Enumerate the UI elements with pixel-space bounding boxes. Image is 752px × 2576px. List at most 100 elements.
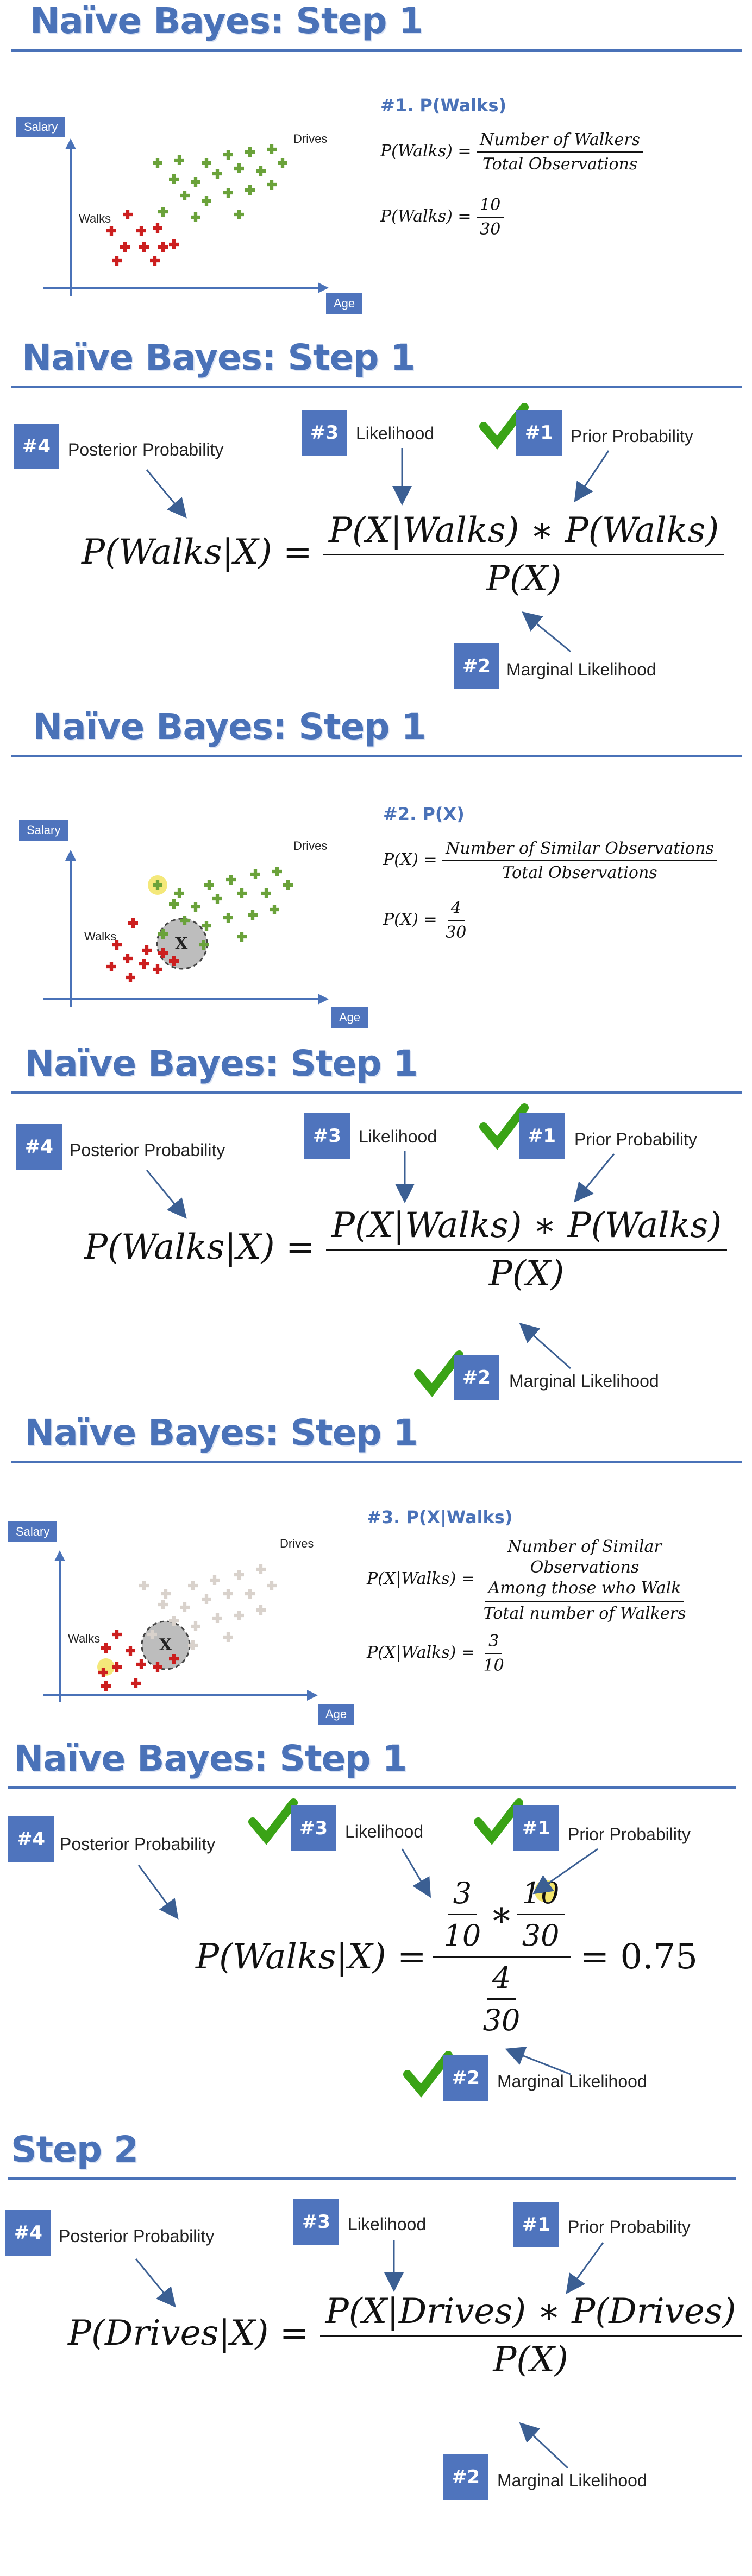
formula-numerator: 4 bbox=[447, 899, 465, 921]
formula-lhs: P(X|Walks) = bbox=[367, 1569, 475, 1588]
drives-point bbox=[248, 910, 258, 920]
salary-axis-label: Salary bbox=[16, 117, 66, 137]
new-point-label: X bbox=[159, 1636, 172, 1655]
formula-numerator: P(X|Drives) ∗ P(Drives) bbox=[319, 2291, 742, 2337]
drives-point bbox=[261, 888, 271, 898]
formula-lhs: P(Walks) = bbox=[380, 142, 472, 161]
drives-point bbox=[256, 166, 266, 176]
formula-lhs: P(Walks) = bbox=[380, 207, 472, 226]
panel-title: Naïve Bayes: Step 1 bbox=[22, 337, 415, 378]
formula-numerator: 10 bbox=[477, 195, 504, 218]
drives-point bbox=[283, 880, 293, 890]
check-icon bbox=[479, 1103, 529, 1150]
formula-lhs: P(X) = bbox=[383, 850, 437, 869]
formula-denominator: 30 bbox=[446, 923, 467, 942]
drives-point bbox=[199, 940, 209, 950]
drives-point bbox=[169, 174, 179, 184]
drives-point bbox=[202, 921, 211, 931]
walks-point bbox=[112, 1630, 122, 1639]
walks-point bbox=[126, 973, 136, 982]
badge-2: #2 bbox=[443, 2055, 488, 2101]
marginal-label: Marginal Likelihood bbox=[497, 2471, 647, 2490]
title-underline bbox=[8, 1786, 736, 1789]
check-icon bbox=[414, 1350, 463, 1397]
badge-2: #2 bbox=[454, 643, 499, 689]
drives-point bbox=[234, 1570, 244, 1580]
title-underline bbox=[11, 1091, 742, 1094]
formula-denominator: Total Observations bbox=[502, 863, 657, 882]
formula-numerator: Number of Similar Observations bbox=[442, 839, 717, 861]
walks-label: Walks bbox=[79, 212, 111, 225]
drives-point bbox=[158, 207, 168, 217]
walks-points bbox=[106, 210, 179, 266]
badge-4: #4 bbox=[5, 2210, 51, 2256]
check-icon bbox=[474, 1798, 523, 1845]
walks-point bbox=[136, 226, 146, 236]
formula-numerator-line-1: Number of Similar bbox=[507, 1537, 662, 1556]
drives-point bbox=[267, 180, 277, 190]
walks-point bbox=[150, 256, 160, 266]
badge-1: #1 bbox=[513, 2202, 559, 2247]
badge-4: #4 bbox=[8, 1816, 54, 1862]
drives-point bbox=[180, 1602, 190, 1612]
likelihood-denominator: 10 bbox=[443, 1918, 481, 1953]
new-point-label: X bbox=[175, 934, 188, 953]
drives-point bbox=[234, 163, 244, 173]
drives-point bbox=[267, 144, 277, 154]
drives-point bbox=[223, 913, 233, 923]
prior-numerator: 10 bbox=[516, 1876, 565, 1915]
prior-denominator: 30 bbox=[522, 1918, 560, 1953]
bayes-formula: P(Walks|X) = P(X|Walks) ∗ P(Walks) P(X) bbox=[82, 510, 725, 599]
marginal-formula: P(X) = Number of Similar Observations Tot… bbox=[383, 839, 717, 882]
badge-3: #3 bbox=[293, 2199, 339, 2245]
bayes-formula: P(Drives|X) = P(X|Drives) ∗ P(Drives) P(X… bbox=[68, 2291, 742, 2380]
walks-point bbox=[142, 945, 152, 955]
step-subheading: #1. P(Walks) bbox=[380, 95, 507, 116]
marginal-denominator: 30 bbox=[482, 2003, 521, 2037]
formula-lhs: P(Walks|X) = bbox=[84, 1227, 315, 1267]
walks-point bbox=[98, 1668, 109, 1677]
posterior-label: Posterior Probability bbox=[70, 1140, 225, 1160]
drives-point bbox=[169, 899, 179, 909]
drives-point bbox=[234, 210, 244, 219]
panel-posterior-calculation: Naïve Bayes: Step 1 #4 Posterior Probabi… bbox=[0, 1738, 752, 2129]
badge-4: #4 bbox=[14, 424, 59, 469]
panel-marginal-likelihood: Naïve Bayes: Step 1 X Salary Age Walks D… bbox=[0, 706, 752, 1043]
step-subheading: #2. P(X) bbox=[383, 804, 465, 824]
formula-lhs: P(Drives|X) = bbox=[68, 2313, 309, 2353]
formula-denominator: Total number of Walkers bbox=[483, 1604, 686, 1623]
panel-likelihood: Naïve Bayes: Step 1 X Salary Age Walks D… bbox=[0, 1412, 752, 1738]
walks-point bbox=[153, 223, 162, 233]
panel-title: Naïve Bayes: Step 1 bbox=[33, 706, 426, 748]
walks-point bbox=[106, 226, 117, 236]
title-underline bbox=[8, 2177, 736, 2180]
badge-1: #1 bbox=[519, 1113, 565, 1159]
walks-point bbox=[153, 964, 162, 974]
prior-label: Prior Probability bbox=[568, 1824, 691, 1844]
drives-point bbox=[161, 1589, 171, 1599]
walks-points bbox=[98, 1630, 179, 1691]
scatter-plot bbox=[43, 1550, 318, 1702]
drives-point bbox=[191, 212, 200, 222]
walks-points bbox=[106, 918, 179, 982]
walks-point bbox=[120, 242, 130, 252]
drives-point bbox=[237, 888, 247, 898]
formula-numerator-line-2: Observations bbox=[530, 1558, 640, 1577]
walks-point bbox=[106, 962, 117, 971]
walks-point bbox=[158, 242, 168, 252]
drives-point bbox=[212, 1613, 222, 1623]
posterior-calculation: P(Walks|X) = 3 10 ∗ 10 30 4 30 = 0.75 bbox=[196, 1876, 698, 2037]
drives-label: Drives bbox=[280, 1537, 314, 1550]
walks-point bbox=[112, 256, 122, 266]
walks-point bbox=[169, 1654, 179, 1664]
multiply-sign: ∗ bbox=[490, 1894, 513, 1935]
likelihood-label: Likelihood bbox=[345, 1822, 424, 1841]
walks-point bbox=[153, 1662, 162, 1672]
walks-point bbox=[101, 1681, 111, 1691]
marginal-label: Marginal Likelihood bbox=[509, 1371, 659, 1391]
drives-point bbox=[223, 1589, 233, 1599]
walks-point bbox=[123, 954, 133, 963]
prior-label: Prior Probability bbox=[571, 426, 693, 446]
panel-step-2: Step 2 #4 Posterior Probability #3 Likel… bbox=[0, 2129, 752, 2576]
formula-denominator: P(X) bbox=[488, 1254, 565, 1294]
